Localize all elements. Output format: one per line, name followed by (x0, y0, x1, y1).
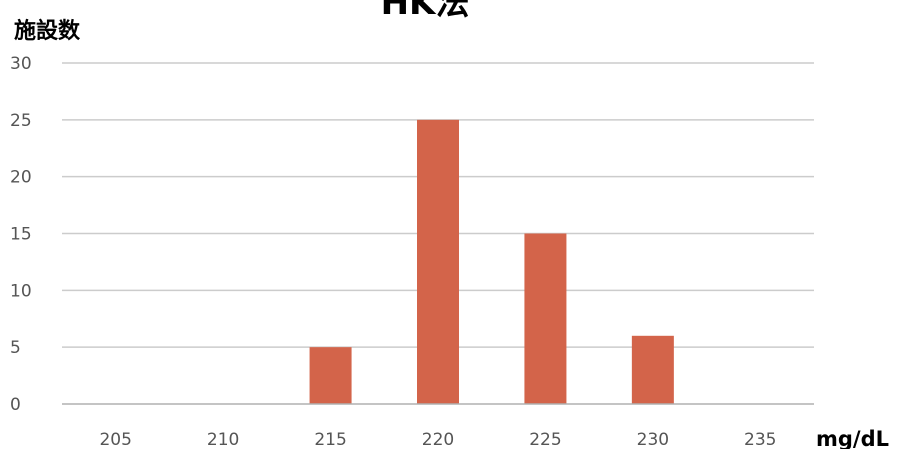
x-tick-label: 220 (422, 430, 454, 449)
y-axis-label: 施設数 (14, 18, 81, 44)
bar-215 (309, 347, 352, 404)
y-tick-label: 15 (10, 225, 32, 245)
bars (309, 119, 674, 404)
x-tick-labels: 205 210 215 220 225 230 235 (99, 430, 776, 449)
x-tick-label: 205 (99, 430, 131, 449)
y-tick-labels: 0 5 10 15 20 25 30 (10, 54, 32, 415)
x-tick-label: 215 (314, 430, 346, 449)
x-tick-label: 210 (207, 430, 239, 449)
bar-225 (524, 233, 567, 404)
y-tick-label: 10 (10, 281, 32, 301)
chart-title: HK法 (381, 0, 470, 23)
bar-220 (417, 119, 459, 404)
y-tick-label: 25 (10, 111, 32, 131)
x-axis-label: mg/dL (816, 427, 889, 449)
bar-230 (631, 335, 674, 404)
y-tick-label: 30 (10, 54, 32, 74)
y-tick-label: 20 (10, 168, 32, 188)
x-tick-label: 225 (529, 430, 561, 449)
x-tick-label: 230 (637, 430, 669, 449)
x-tick-label: 235 (744, 430, 776, 449)
y-tick-label: 0 (10, 395, 21, 415)
y-tick-label: 5 (10, 338, 21, 358)
